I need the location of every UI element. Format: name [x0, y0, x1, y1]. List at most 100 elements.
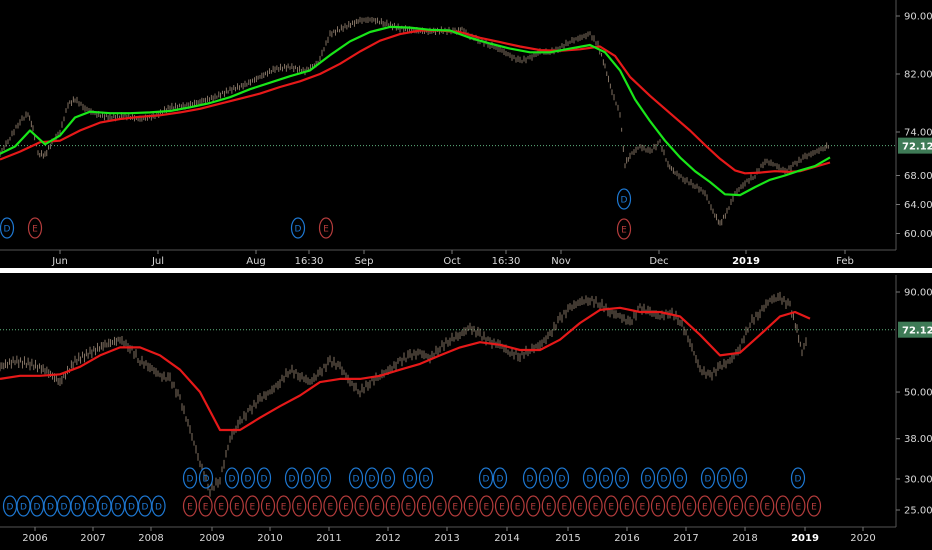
- dividend-marker[interactable]: D: [182, 467, 198, 489]
- last-price-badge: 72.12: [898, 321, 932, 338]
- dividend-marker[interactable]: D: [43, 495, 58, 517]
- earnings-marker[interactable]: E: [448, 495, 463, 517]
- earnings-marker[interactable]: E: [713, 495, 728, 517]
- earnings-marker[interactable]: E: [541, 495, 556, 517]
- dividend-marker[interactable]: D: [348, 467, 364, 489]
- dividend-marker[interactable]: D: [716, 467, 732, 489]
- marker-label: E: [437, 503, 443, 513]
- dividend-marker[interactable]: D: [284, 467, 300, 489]
- earnings-marker[interactable]: E: [385, 495, 400, 517]
- marker-circle: [616, 218, 632, 240]
- earnings-marker[interactable]: E: [494, 495, 510, 517]
- earnings-marker[interactable]: E: [635, 495, 650, 517]
- dividend-marker[interactable]: D: [402, 467, 418, 489]
- dividend-marker[interactable]: D: [16, 495, 31, 517]
- dividend-marker[interactable]: D: [582, 467, 598, 489]
- dividend-marker[interactable]: D: [137, 495, 153, 517]
- earnings-marker[interactable]: E: [557, 495, 572, 517]
- dividend-marker[interactable]: D: [29, 495, 45, 517]
- dividend-marker[interactable]: D: [478, 467, 494, 489]
- marker-label: D: [20, 503, 27, 513]
- earnings-marker[interactable]: E: [323, 495, 338, 517]
- dividend-marker[interactable]: D: [700, 467, 716, 489]
- dividend-marker[interactable]: D: [290, 217, 306, 239]
- earnings-marker[interactable]: E: [682, 495, 697, 517]
- earnings-marker[interactable]: E: [338, 495, 354, 517]
- dividend-marker[interactable]: D: [0, 217, 15, 239]
- dividend-marker[interactable]: D: [198, 467, 214, 489]
- pane-separator[interactable]: [0, 268, 932, 273]
- earnings-marker[interactable]: E: [318, 217, 334, 239]
- dividend-marker[interactable]: D: [492, 467, 508, 489]
- earnings-marker[interactable]: E: [806, 495, 822, 517]
- y-tick-label: 64.00: [904, 200, 932, 211]
- dividend-marker[interactable]: D: [554, 467, 570, 489]
- earnings-marker[interactable]: E: [619, 495, 634, 517]
- dividend-marker[interactable]: D: [97, 495, 112, 517]
- dividend-marker[interactable]: D: [224, 467, 240, 489]
- earnings-marker[interactable]: E: [276, 495, 291, 517]
- dividend-marker[interactable]: D: [110, 495, 126, 517]
- marker-label: E: [374, 503, 380, 513]
- marker-circle: [656, 467, 672, 489]
- earnings-marker[interactable]: E: [479, 495, 494, 517]
- earnings-marker[interactable]: E: [182, 495, 198, 517]
- marker-label: E: [624, 503, 630, 513]
- dividend-marker[interactable]: D: [640, 467, 656, 489]
- earnings-marker[interactable]: E: [616, 218, 632, 240]
- earnings-marker[interactable]: E: [728, 495, 744, 517]
- dividend-marker[interactable]: D: [151, 495, 166, 517]
- earnings-marker[interactable]: E: [214, 495, 229, 517]
- dividend-marker[interactable]: D: [300, 467, 316, 489]
- earnings-marker[interactable]: E: [416, 495, 432, 517]
- earnings-marker[interactable]: E: [260, 495, 276, 517]
- earnings-marker[interactable]: E: [198, 495, 213, 517]
- dividend-marker[interactable]: D: [656, 467, 672, 489]
- earnings-marker[interactable]: E: [650, 495, 666, 517]
- dividend-marker[interactable]: D: [380, 467, 396, 489]
- earnings-marker[interactable]: E: [572, 495, 588, 517]
- earnings-marker[interactable]: E: [526, 495, 541, 517]
- marker-circle: [557, 495, 572, 517]
- earnings-marker[interactable]: E: [432, 495, 447, 517]
- dividend-marker[interactable]: D: [240, 467, 256, 489]
- earnings-marker[interactable]: E: [760, 495, 775, 517]
- earnings-marker[interactable]: E: [27, 217, 43, 239]
- dividend-marker[interactable]: D: [56, 495, 72, 517]
- earnings-marker[interactable]: E: [588, 495, 603, 517]
- marker-label: E: [608, 503, 614, 513]
- earnings-marker[interactable]: E: [775, 495, 790, 517]
- dividend-marker[interactable]: D: [672, 467, 688, 489]
- dividend-marker[interactable]: D: [256, 467, 272, 489]
- dividend-marker[interactable]: D: [364, 467, 380, 489]
- dividend-marker[interactable]: D: [538, 467, 554, 489]
- dividend-marker[interactable]: D: [70, 495, 85, 517]
- earnings-marker[interactable]: E: [292, 495, 307, 517]
- dividend-marker[interactable]: D: [83, 495, 99, 517]
- earnings-marker[interactable]: E: [354, 495, 369, 517]
- earnings-marker[interactable]: E: [401, 495, 416, 517]
- dividend-marker[interactable]: D: [124, 495, 139, 517]
- dividend-marker[interactable]: D: [614, 467, 630, 489]
- earnings-marker[interactable]: E: [370, 495, 385, 517]
- earnings-marker[interactable]: E: [791, 495, 806, 517]
- earnings-marker[interactable]: E: [510, 495, 525, 517]
- dividend-marker[interactable]: D: [316, 467, 332, 489]
- earnings-marker[interactable]: E: [307, 495, 322, 517]
- earnings-marker[interactable]: E: [697, 495, 712, 517]
- dividend-marker[interactable]: D: [522, 467, 538, 489]
- dividend-marker[interactable]: D: [790, 467, 806, 489]
- dividend-marker[interactable]: D: [2, 495, 18, 517]
- earnings-marker[interactable]: E: [744, 495, 759, 517]
- earnings-marker[interactable]: E: [604, 495, 619, 517]
- dividend-marker[interactable]: D: [598, 467, 614, 489]
- dividend-marker[interactable]: D: [418, 467, 434, 489]
- dividend-marker[interactable]: D: [616, 188, 632, 210]
- dividend-marker[interactable]: D: [732, 467, 748, 489]
- marker-circle: [182, 495, 198, 517]
- earnings-marker[interactable]: E: [463, 495, 478, 517]
- earnings-marker[interactable]: E: [229, 495, 244, 517]
- earnings-marker[interactable]: E: [666, 495, 681, 517]
- earnings-marker[interactable]: E: [245, 495, 260, 517]
